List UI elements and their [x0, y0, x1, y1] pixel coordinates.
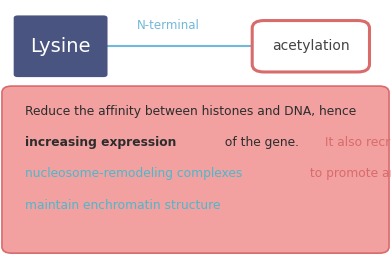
- FancyBboxPatch shape: [252, 21, 369, 72]
- Text: of the gene.: of the gene.: [221, 136, 299, 149]
- Text: It also recruits: It also recruits: [321, 136, 391, 149]
- Text: Reduce the affinity between histones and DNA, hence: Reduce the affinity between histones and…: [25, 105, 357, 118]
- FancyBboxPatch shape: [2, 86, 389, 253]
- Text: increasing expression: increasing expression: [25, 136, 177, 149]
- FancyBboxPatch shape: [14, 15, 108, 77]
- Text: nucleosome-remodeling complexes: nucleosome-remodeling complexes: [25, 167, 243, 180]
- Text: to promote and: to promote and: [306, 167, 391, 180]
- Text: maintain enchromatin structure: maintain enchromatin structure: [25, 199, 221, 212]
- Text: Lysine: Lysine: [30, 37, 91, 56]
- Text: N-terminal: N-terminal: [137, 19, 199, 32]
- Text: acetylation: acetylation: [272, 39, 350, 53]
